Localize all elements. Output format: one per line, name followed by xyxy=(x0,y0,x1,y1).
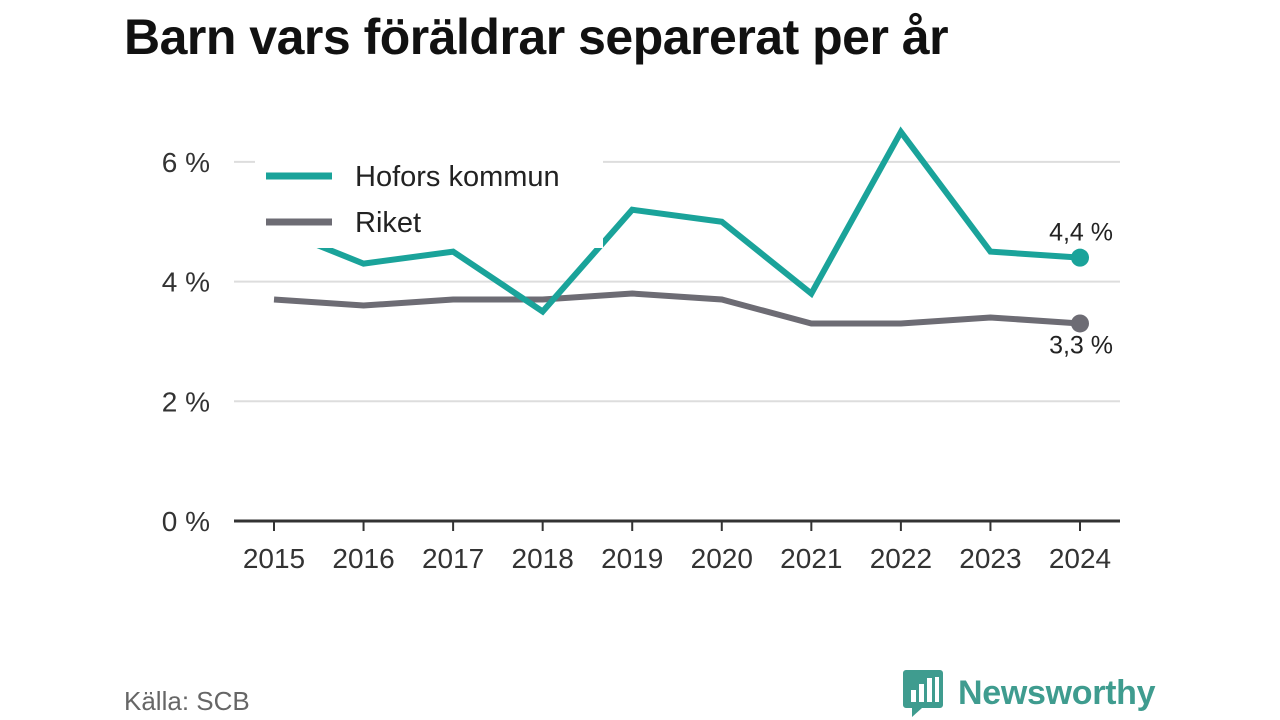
x-tick-label: 2020 xyxy=(691,543,753,574)
series-end-point xyxy=(1071,248,1089,267)
x-tick-label: 2018 xyxy=(512,543,574,574)
x-tick-label: 2015 xyxy=(243,543,305,574)
x-tick-label: 2017 xyxy=(422,543,484,574)
chart-title: Barn vars föräldrar separerat per år xyxy=(124,9,949,65)
x-tick-label: 2021 xyxy=(780,543,842,574)
legend-label: Riket xyxy=(355,207,421,239)
data-label: 4,4 % xyxy=(1049,219,1113,247)
brand-name: Newsworthy xyxy=(958,673,1156,712)
series-lines: 4,4 % 3,3 % xyxy=(272,126,1113,359)
series-line xyxy=(273,290,1081,327)
y-tick-label: 0 % xyxy=(162,506,210,537)
x-tick-label: 2024 xyxy=(1049,543,1111,574)
data-label: 3,3 % xyxy=(1049,331,1113,359)
source-note: Källa: SCB xyxy=(124,686,250,716)
legend: Hofors kommun Riket xyxy=(255,152,603,248)
x-tick-label: 2019 xyxy=(601,543,663,574)
series-line xyxy=(272,126,1081,316)
brand-logo: Newsworthy xyxy=(902,668,1156,718)
x-axis: 2015 2016 2017 2018 2019 2020 2021 2022 2023 2024 xyxy=(234,519,1120,574)
x-tick-label: 2022 xyxy=(870,543,932,574)
x-tick-label: 2023 xyxy=(959,543,1021,574)
y-tick-label: 6 % xyxy=(162,147,210,178)
y-tick-label: 2 % xyxy=(162,386,210,417)
bar-chart-speech-bubble-icon xyxy=(903,670,943,717)
y-tick-label: 4 % xyxy=(162,267,210,298)
series-end-point xyxy=(1071,314,1089,333)
y-axis-ticks: 0 % 2 % 4 % 6 % xyxy=(162,147,210,537)
legend-background xyxy=(255,152,603,248)
x-tick-label: 2016 xyxy=(332,543,394,574)
legend-label: Hofors kommun xyxy=(355,161,560,193)
